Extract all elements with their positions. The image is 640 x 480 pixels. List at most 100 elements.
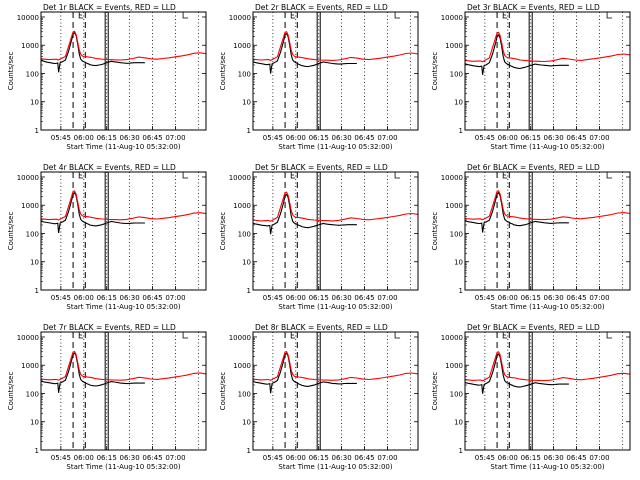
lld-series-line [40,350,207,381]
x-tick-label: 06:45 [142,454,162,462]
x-tick-label: 06:15 [309,134,329,142]
chart-title: Det 4r BLACK = Events, RED = LLD [43,163,176,172]
event-flag-icon [502,172,508,179]
chart-title: Det 9r BLACK = Events, RED = LLD [467,323,600,332]
x-tick-label: 06:15 [97,294,117,302]
y-tick-label: 100 [450,70,463,78]
event-flag-icon [502,12,508,19]
x-tick-label: 06:30 [544,454,564,462]
x-tick-label: 06:45 [566,294,586,302]
plot-frame [464,171,631,291]
chart-panel-1: 1 10 100 1000 10000 05:45 06:00 06:15 06:30 06:45… [7,3,207,151]
x-tick-label: 05:45 [263,294,283,302]
x-tick-label: 06:15 [521,294,541,302]
events-series-line [40,31,145,73]
x-tick-label: 07:00 [589,134,609,142]
x-tick-label: 05:45 [475,134,495,142]
x-tick-label: 07:00 [165,454,185,462]
y-axis-label: Counts/sec [7,212,15,251]
y-tick-label: 10000 [17,174,39,182]
y-tick-label: 10000 [17,334,39,342]
y-tick-label: 10 [454,99,463,107]
event-flag-icon [182,332,189,339]
x-tick-label: 07:00 [589,454,609,462]
y-axis-label: Counts/sec [431,52,439,91]
chart-title: Det 7r BLACK = Events, RED = LLD [43,323,176,332]
y-tick-label: 1 [35,127,39,135]
y-tick-label: 10000 [17,14,39,22]
y-tick-label: 1000 [233,42,251,50]
y-tick-label: 1000 [445,362,463,370]
y-tick-label: 1 [247,287,251,295]
y-tick-label: 100 [238,390,251,398]
y-tick-label: 10000 [229,174,251,182]
x-tick-label: 05:45 [263,134,283,142]
x-tick-label: 06:30 [120,134,140,142]
lld-series-line [40,190,207,221]
x-tick-label: 05:45 [51,134,71,142]
y-tick-label: 100 [26,70,39,78]
y-tick-label: 10000 [441,14,463,22]
x-tick-label: 07:00 [377,454,397,462]
y-tick-label: 1000 [445,202,463,210]
x-tick-label: 05:45 [475,454,495,462]
plot-frame [252,11,419,131]
x-tick-label: 07:00 [165,134,185,142]
x-axis-label: Start Time (11-Aug-10 05:32:00) [490,143,604,151]
events-series-line [40,352,145,393]
event-flag-icon [502,332,508,339]
chart-title: Det 2r BLACK = Events, RED = LLD [255,3,388,12]
y-axis-label: Counts/sec [431,372,439,411]
y-tick-label: 1000 [21,42,39,50]
y-tick-label: 10 [30,259,39,267]
x-tick-label: 06:30 [544,134,564,142]
x-tick-label: 06:00 [74,454,94,462]
y-tick-label: 10 [242,259,251,267]
lld-series-line [252,191,419,222]
plot-frame [464,331,631,451]
x-tick-label: 06:30 [120,454,140,462]
y-tick-label: 100 [238,230,251,238]
x-tick-label: 06:45 [354,454,374,462]
x-tick-label: 06:00 [498,454,518,462]
events-series-line [464,34,569,75]
x-tick-label: 06:00 [498,134,518,142]
y-tick-label: 1 [459,127,463,135]
y-tick-label: 1000 [21,202,39,210]
chart-title: Det 3r BLACK = Events, RED = LLD [467,3,600,12]
y-tick-label: 1 [247,127,251,135]
y-tick-label: 1 [35,287,39,295]
y-tick-label: 1 [35,447,39,455]
x-tick-label: 06:00 [498,294,518,302]
x-tick-label: 06:45 [354,294,374,302]
x-tick-label: 06:30 [120,294,140,302]
plot-frame [40,171,207,291]
y-tick-label: 10000 [229,14,251,22]
chart-panel-7: 1 10 100 1000 10000 05:45 06:00 06:15 06:30 06:45… [7,323,207,471]
y-tick-label: 10000 [441,334,463,342]
x-tick-label: 06:00 [286,454,306,462]
chart-panel-4: 1 10 100 1000 10000 05:45 06:00 06:15 06:30 06:45… [7,163,207,311]
x-tick-label: 06:15 [309,454,329,462]
x-tick-label: 05:45 [51,454,71,462]
events-series-line [464,353,569,394]
y-tick-label: 1 [247,447,251,455]
x-tick-label: 06:00 [286,134,306,142]
x-tick-label: 06:15 [97,454,117,462]
y-tick-label: 100 [450,390,463,398]
x-tick-label: 06:45 [566,454,586,462]
x-axis-label: Start Time (11-Aug-10 05:32:00) [490,463,604,471]
lld-series-line [464,190,631,221]
x-axis-label: Start Time (11-Aug-10 05:32:00) [66,303,180,311]
plot-frame [464,11,631,131]
y-tick-label: 1 [459,447,463,455]
y-tick-label: 10000 [229,334,251,342]
x-tick-label: 07:00 [165,294,185,302]
chart-title: Det 6r BLACK = Events, RED = LLD [467,163,600,172]
event-flag-icon [606,172,613,179]
plot-frame [252,331,419,451]
x-tick-label: 06:45 [142,134,162,142]
x-tick-label: 06:15 [309,294,329,302]
event-flag-icon [394,172,401,179]
